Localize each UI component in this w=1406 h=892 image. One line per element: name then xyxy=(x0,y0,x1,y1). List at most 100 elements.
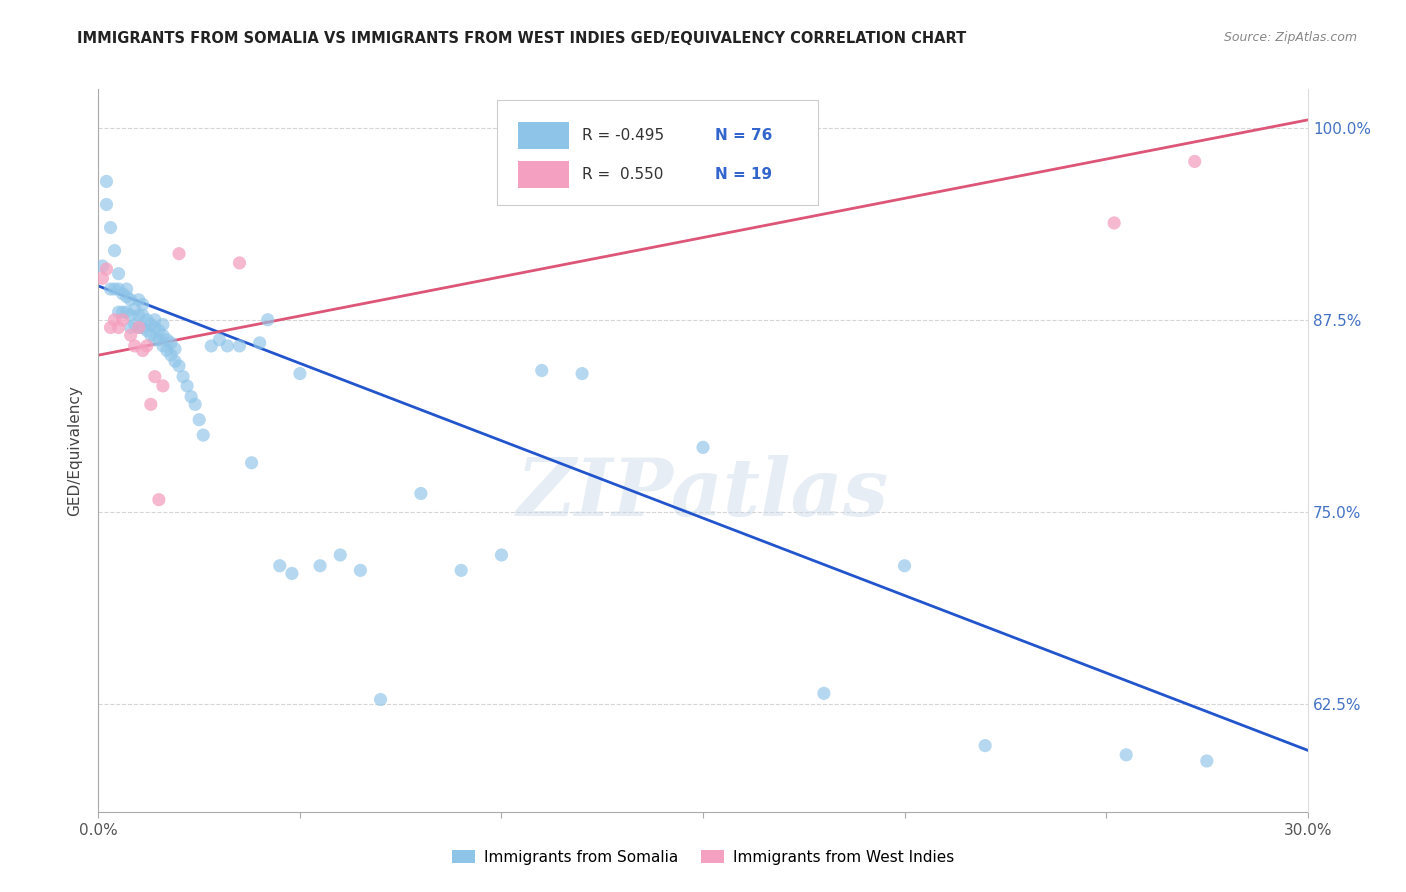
Point xyxy=(176,379,198,393)
Point xyxy=(124,301,146,316)
Point xyxy=(115,282,138,296)
Point xyxy=(132,320,155,334)
Point xyxy=(530,363,553,377)
Text: N = 19: N = 19 xyxy=(716,167,772,182)
Point xyxy=(288,367,311,381)
Point xyxy=(184,397,207,411)
Point xyxy=(893,558,915,573)
Text: R = -0.495: R = -0.495 xyxy=(582,128,664,143)
Point xyxy=(135,324,157,338)
Point xyxy=(240,456,263,470)
Point xyxy=(148,492,170,507)
Point xyxy=(167,246,190,260)
Point xyxy=(167,359,190,373)
Point xyxy=(96,197,118,211)
Point xyxy=(107,305,129,319)
Point xyxy=(200,339,222,353)
Point xyxy=(111,313,134,327)
Point xyxy=(180,390,202,404)
Point xyxy=(152,318,174,332)
Point xyxy=(107,267,129,281)
Point xyxy=(143,320,166,334)
Point xyxy=(269,558,291,573)
Point xyxy=(139,397,162,411)
Point xyxy=(228,256,250,270)
Point xyxy=(1184,154,1206,169)
Point xyxy=(91,271,114,285)
Point xyxy=(172,369,194,384)
Bar xyxy=(517,161,569,188)
Point xyxy=(103,313,125,327)
Y-axis label: GED/Equivalency: GED/Equivalency xyxy=(67,385,83,516)
Text: Source: ZipAtlas.com: Source: ZipAtlas.com xyxy=(1223,31,1357,45)
Point xyxy=(152,379,174,393)
Point xyxy=(228,339,250,353)
Point xyxy=(329,548,352,562)
Point xyxy=(143,333,166,347)
FancyBboxPatch shape xyxy=(498,100,818,205)
Point xyxy=(1102,216,1125,230)
Point xyxy=(208,333,231,347)
Point xyxy=(813,686,835,700)
Point xyxy=(139,328,162,343)
Point xyxy=(100,220,122,235)
Point xyxy=(163,354,186,368)
Point xyxy=(349,563,371,577)
Point xyxy=(309,558,332,573)
Point xyxy=(135,313,157,327)
Text: N = 76: N = 76 xyxy=(716,128,772,143)
Point xyxy=(103,244,125,258)
Point xyxy=(132,343,155,358)
Point xyxy=(103,282,125,296)
Point xyxy=(124,318,146,332)
Point xyxy=(152,339,174,353)
Point xyxy=(148,333,170,347)
Point xyxy=(188,413,211,427)
Point xyxy=(132,297,155,311)
Point xyxy=(124,339,146,353)
Point xyxy=(256,313,278,327)
Point xyxy=(156,343,179,358)
Point xyxy=(160,335,183,350)
Point xyxy=(132,308,155,322)
Point xyxy=(120,308,142,322)
Point xyxy=(139,318,162,332)
Point xyxy=(217,339,239,353)
Point xyxy=(111,286,134,301)
Point xyxy=(143,369,166,384)
Point xyxy=(128,293,150,307)
Point xyxy=(96,174,118,188)
Point xyxy=(143,313,166,327)
Point xyxy=(96,262,118,277)
Point xyxy=(163,342,186,356)
Point xyxy=(111,305,134,319)
Point xyxy=(974,739,997,753)
Text: R =  0.550: R = 0.550 xyxy=(582,167,664,182)
Point xyxy=(115,290,138,304)
Bar xyxy=(517,121,569,149)
Point xyxy=(491,548,513,562)
Point xyxy=(120,293,142,307)
Point xyxy=(128,308,150,322)
Point xyxy=(571,367,593,381)
Point xyxy=(370,692,392,706)
Text: IMMIGRANTS FROM SOMALIA VS IMMIGRANTS FROM WEST INDIES GED/EQUIVALENCY CORRELATI: IMMIGRANTS FROM SOMALIA VS IMMIGRANTS FR… xyxy=(77,31,966,46)
Point xyxy=(107,282,129,296)
Point xyxy=(249,335,271,350)
Point xyxy=(193,428,215,442)
Legend: Immigrants from Somalia, Immigrants from West Indies: Immigrants from Somalia, Immigrants from… xyxy=(446,844,960,871)
Point xyxy=(450,563,472,577)
Point xyxy=(107,320,129,334)
Point xyxy=(148,324,170,338)
Point xyxy=(281,566,304,581)
Point xyxy=(91,259,114,273)
Point xyxy=(692,441,714,455)
Point xyxy=(128,320,150,334)
Point xyxy=(120,320,142,334)
Text: ZIPatlas: ZIPatlas xyxy=(517,455,889,533)
Point xyxy=(135,339,157,353)
Point xyxy=(115,305,138,319)
Point xyxy=(100,282,122,296)
Point xyxy=(120,328,142,343)
Point xyxy=(160,348,183,362)
